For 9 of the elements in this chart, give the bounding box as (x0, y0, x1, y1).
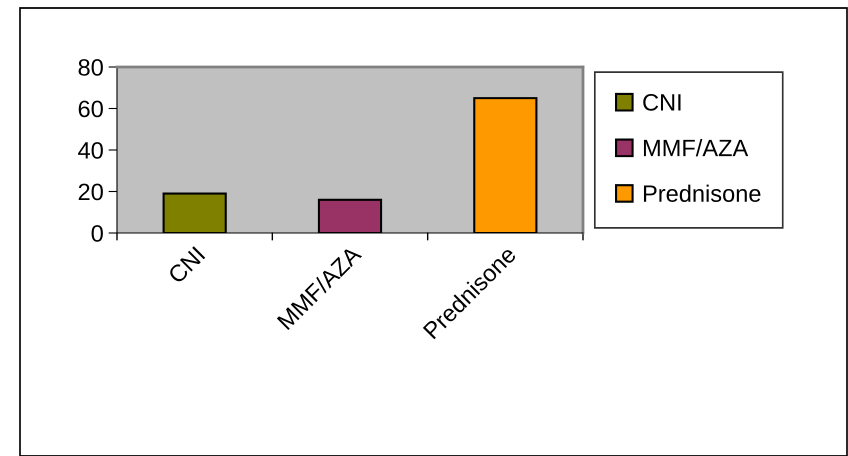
legend-label: Prednisone (644, 184, 760, 202)
x-tick-label: CNI (167, 246, 206, 284)
y-tick-label: 40 (78, 142, 103, 159)
y-tick-label: 20 (78, 184, 103, 200)
y-tick-label: 80 (78, 59, 103, 76)
legend-label: MMF/AZA (644, 138, 748, 156)
legend-label: CNI (643, 94, 681, 111)
y-tick-label: 0 (92, 225, 103, 242)
y-tick-label: 60 (78, 100, 103, 118)
